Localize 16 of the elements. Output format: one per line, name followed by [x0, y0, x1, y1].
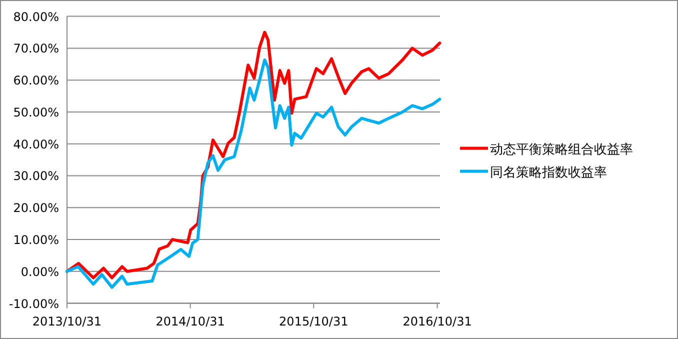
legend-label: 动态平衡策略组合收益率	[490, 141, 633, 158]
x-tick-label: 2013/10/31	[32, 314, 102, 328]
y-tick-label: 50.00%	[13, 105, 59, 120]
y-tick-label: 80.00%	[13, 10, 59, 24]
y-tick-label: 0.00%	[20, 264, 59, 279]
y-tick-label: 30.00%	[13, 169, 59, 184]
y-tick-label: -10.00%	[8, 296, 59, 311]
y-tick-label: 20.00%	[13, 201, 59, 216]
x-tick-label: 2015/10/31	[279, 314, 348, 328]
y-tick-label: 10.00%	[13, 233, 59, 248]
y-tick-label: 40.00%	[13, 137, 59, 152]
y-tick-label: 70.00%	[13, 42, 59, 56]
x-tick-label: 2014/10/31	[156, 314, 225, 328]
legend-label: 同名策略指数收益率	[490, 164, 607, 180]
y-tick-label: 60.00%	[13, 74, 59, 88]
x-tick-label: 2016/10/31	[402, 314, 472, 328]
